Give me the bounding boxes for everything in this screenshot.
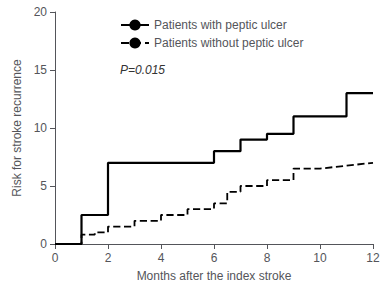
svg-text:10: 10: [34, 121, 48, 135]
svg-text:12: 12: [366, 251, 380, 265]
svg-text:10: 10: [313, 251, 327, 265]
svg-text:8: 8: [264, 251, 271, 265]
svg-text:P=0.015: P=0.015: [120, 63, 165, 77]
svg-text:20: 20: [34, 5, 48, 19]
svg-text:Months after the index stroke: Months after the index stroke: [137, 269, 292, 283]
svg-text:4: 4: [158, 251, 165, 265]
svg-text:Patients with peptic ulcer: Patients with peptic ulcer: [154, 18, 287, 32]
svg-text:15: 15: [34, 63, 48, 77]
svg-text:0: 0: [52, 251, 59, 265]
svg-text:0: 0: [40, 237, 47, 251]
svg-text:Risk for stroke recurrence: Risk for stroke recurrence: [10, 59, 24, 197]
svg-text:Patients without peptic ulcer: Patients without peptic ulcer: [154, 36, 303, 50]
svg-text:2: 2: [105, 251, 112, 265]
svg-text:5: 5: [40, 179, 47, 193]
svg-text:6: 6: [211, 251, 218, 265]
